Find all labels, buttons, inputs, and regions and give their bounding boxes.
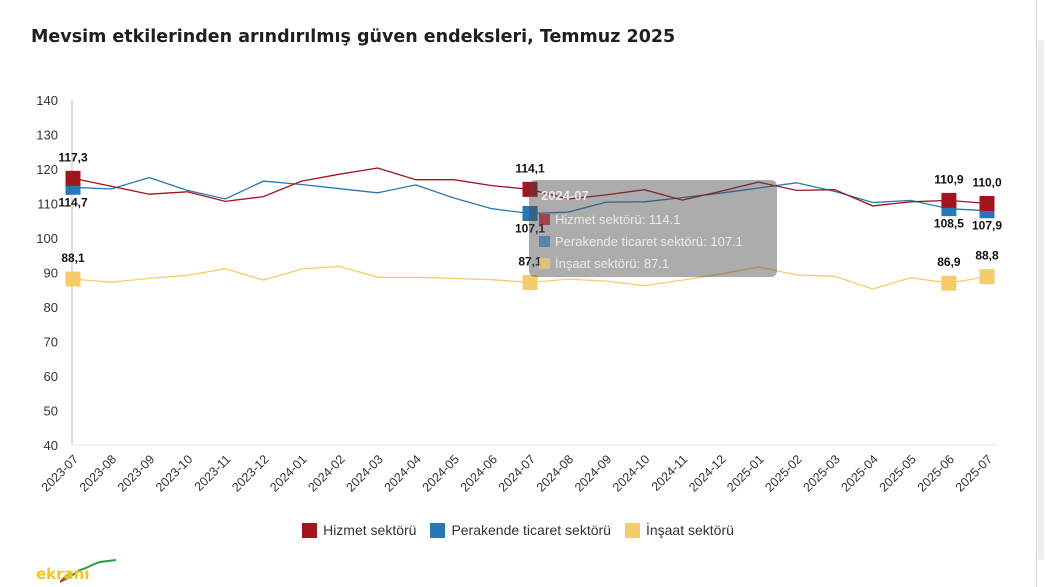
legend-swatch-hizmet — [302, 522, 318, 538]
data-label: 110,0 — [972, 176, 1002, 190]
y-tick-label: 130 — [36, 128, 58, 143]
tooltip-box — [529, 180, 777, 277]
data-label: 107,1 — [515, 222, 545, 236]
data-label: 114,1 — [515, 161, 545, 175]
y-tick-label: 110 — [37, 197, 58, 212]
data-label: 88,1 — [61, 251, 85, 265]
data-label: 108,5 — [934, 217, 964, 231]
tooltip-line: Hizmet sektörü: 114.1 — [555, 212, 680, 227]
data-marker[interactable] — [522, 181, 538, 197]
x-tick-label: 2024-05 — [420, 452, 462, 494]
chart-markers[interactable] — [65, 170, 995, 291]
x-tick-label: 2025-01 — [724, 452, 766, 494]
chart-tooltip: 2024-07 Hizmet sektörü: 114.1 Perakende ti… — [529, 180, 777, 277]
x-tick-label: 2023-11 — [192, 452, 234, 494]
y-tick-label: 90 — [44, 266, 58, 281]
data-marker[interactable] — [65, 271, 81, 287]
tooltip-line: İnşaat sektörü: 87.1 — [555, 256, 669, 271]
x-tick-label: 2023-07 — [39, 452, 81, 494]
x-tick-label: 2024-10 — [610, 452, 652, 494]
legend-label-perakende: Perakende ticaret sektörü — [451, 522, 611, 538]
x-tick-label: 2025-03 — [800, 452, 842, 494]
y-tick-label: 60 — [44, 369, 58, 384]
chart-axes: 4050607080901001101201301402023-072023-0… — [36, 93, 997, 495]
legend-label-hizmet: Hizmet sektörü — [323, 522, 417, 538]
x-tick-label: 2023-10 — [153, 452, 195, 494]
data-label: 110,9 — [934, 172, 964, 186]
y-tick-label: 50 — [44, 404, 58, 419]
x-tick-label: 2023-12 — [229, 452, 271, 494]
data-label: 88,8 — [975, 249, 999, 263]
y-tick-label: 140 — [36, 93, 58, 108]
x-tick-label: 2025-06 — [915, 452, 957, 494]
chart-data-labels: 88,1 87,1 86,9 88,8 114,7 107,1 108,5 107,9 117,… — [58, 150, 1002, 269]
chart-legend: Hizmet sektörü Perakende ticaret sektörü… — [0, 522, 1036, 538]
y-tick-label: 100 — [36, 231, 58, 246]
legend-item-perakende[interactable]: Perakende ticaret sektörü — [430, 522, 611, 538]
x-tick-label: 2024-08 — [534, 452, 576, 494]
logo: ekranı — [36, 565, 90, 583]
x-tick-label: 2025-05 — [877, 452, 919, 494]
tooltip-swatch — [539, 236, 550, 247]
legend-item-insaat[interactable]: İnşaat sektörü — [624, 522, 734, 538]
y-tick-label: 70 — [44, 335, 58, 350]
y-tick-label: 40 — [44, 438, 58, 453]
legend-swatch-insaat — [624, 522, 640, 538]
x-tick-label: 2025-04 — [839, 452, 881, 494]
x-tick-label: 2024-12 — [686, 452, 728, 494]
data-marker[interactable] — [941, 192, 957, 208]
tooltip-swatch — [539, 258, 550, 269]
x-tick-label: 2024-11 — [649, 452, 691, 494]
x-tick-label: 2024-01 — [267, 452, 309, 494]
data-marker[interactable] — [979, 269, 995, 285]
x-tick-label: 2023-08 — [77, 452, 119, 494]
x-tick-label: 2025-02 — [762, 452, 804, 494]
x-tick-label: 2023-09 — [115, 452, 157, 494]
data-label: 114,7 — [58, 195, 88, 209]
logo-sparkline-icon — [60, 559, 117, 583]
x-tick-label: 2024-06 — [458, 452, 500, 494]
chart-title: Mevsim etkilerinden arındırılmış güven e… — [31, 27, 676, 47]
x-tick-label: 2024-02 — [305, 452, 347, 494]
tooltip-line: Perakende ticaret sektörü: 107.1 — [555, 234, 743, 249]
tooltip-title: 2024-07 — [541, 188, 589, 203]
x-tick-label: 2024-03 — [343, 452, 385, 494]
data-marker[interactable] — [65, 170, 81, 186]
data-marker[interactable] — [941, 275, 957, 291]
legend-swatch-perakende — [430, 522, 446, 538]
tooltip-swatch — [539, 214, 550, 225]
data-label: 107,9 — [972, 219, 1002, 233]
data-marker[interactable] — [522, 206, 538, 222]
y-tick-label: 120 — [36, 162, 58, 177]
data-marker[interactable] — [522, 275, 538, 291]
data-label: 87,1 — [518, 255, 542, 269]
data-label: 86,9 — [937, 255, 961, 269]
x-tick-label: 2024-09 — [572, 452, 614, 494]
x-tick-label: 2024-07 — [496, 452, 538, 494]
y-tick-label: 80 — [44, 300, 58, 315]
data-label: 117,3 — [58, 150, 88, 164]
data-marker[interactable] — [979, 196, 995, 211]
panel-divider — [1036, 0, 1037, 587]
x-tick-label: 2025-07 — [953, 452, 995, 494]
scrollbar[interactable] — [1038, 40, 1044, 560]
x-tick-label: 2024-04 — [382, 452, 424, 494]
legend-label-insaat: İnşaat sektörü — [645, 522, 734, 538]
legend-item-hizmet[interactable]: Hizmet sektörü — [302, 522, 416, 538]
